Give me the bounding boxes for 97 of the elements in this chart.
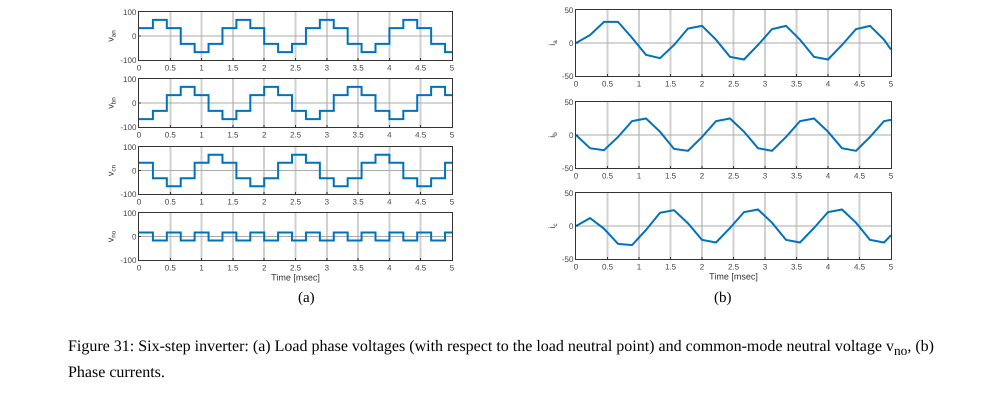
x-tick-label: 3.5 xyxy=(352,198,364,207)
y-tick-label: -100 xyxy=(120,256,137,265)
line-series xyxy=(576,208,891,246)
x-tick-label: 5 xyxy=(888,80,894,89)
y-tick-label: -100 xyxy=(120,190,137,199)
x-tick-label: 0.5 xyxy=(164,64,176,73)
x-tick-label: 1 xyxy=(199,264,204,273)
x-tick-label: 5 xyxy=(888,262,894,272)
y-tick-label: 50 xyxy=(564,188,574,198)
x-tick-label: 5 xyxy=(888,172,894,181)
x-tick-label: 2 xyxy=(700,172,705,181)
x-tick-label: 2.5 xyxy=(728,262,740,272)
x-tick-label: 1.5 xyxy=(664,172,677,181)
text: Figure 31: Six-step inverter: (a) Load phase voltages (with respect to the load neutral point) and common-mode neutral voltage v$_{no}$, (b) Phase currents. xyxy=(68,338,934,382)
x-tick-label: 1 xyxy=(636,80,642,89)
x-tick-label: 4 xyxy=(387,130,392,140)
y-tick-label: -100 xyxy=(120,56,137,65)
x-tick-label: 2 xyxy=(700,80,705,89)
x-tick-label: 5 xyxy=(450,198,455,207)
x-tick-label: 1 xyxy=(636,172,642,181)
x-tick-label: 5 xyxy=(450,130,455,140)
x-tick-label: 2 xyxy=(262,64,267,73)
y-tick-label: -50 xyxy=(562,72,574,81)
x-tick-label: 5 xyxy=(450,264,455,273)
x-tick-label: 4.5 xyxy=(415,264,427,273)
y-tick-label: -50 xyxy=(562,254,574,264)
x-tick-label: 2 xyxy=(700,262,705,272)
y-tick-label: 0 xyxy=(568,222,574,231)
x-tick-label: 0.5 xyxy=(164,130,176,140)
x-tick-label: 4 xyxy=(826,80,831,89)
x-tick-label: 0.5 xyxy=(164,264,176,273)
x-tick-label: 3 xyxy=(324,264,330,273)
x-tick-label: 3.5 xyxy=(352,64,364,73)
x-tick-label: 2.5 xyxy=(728,80,740,89)
x-tick-label: 4 xyxy=(826,172,831,181)
x-axis-title: Time [msec] xyxy=(271,272,320,283)
x-tick-label: 4.5 xyxy=(415,64,427,73)
x-tick-label: 1.5 xyxy=(664,262,677,272)
x-tick-label: 3.5 xyxy=(352,130,364,140)
x-tick-label: 4 xyxy=(387,264,392,273)
x-tick-label: 1 xyxy=(199,64,204,73)
x-tick-label: 3 xyxy=(324,130,330,140)
y-tick-label: 0 xyxy=(568,38,574,48)
y-tick-label: 0 xyxy=(132,98,137,108)
x-tick-label: 2.5 xyxy=(290,130,302,140)
x-tick-label: 0.5 xyxy=(602,172,614,181)
y-tick-label: 50 xyxy=(564,98,574,107)
x-tick-label: 1.5 xyxy=(227,264,240,273)
x-tick-label: 3 xyxy=(762,172,768,181)
x-tick-label: 3 xyxy=(324,198,330,207)
y-tick-label: 100 xyxy=(123,208,137,218)
x-tick-label: 4 xyxy=(387,64,392,73)
x-tick-label: 2.5 xyxy=(728,172,740,181)
y-tick-label: 100 xyxy=(123,142,137,152)
x-tick-label: 1.5 xyxy=(227,130,240,140)
x-tick-label: 4.5 xyxy=(415,130,427,140)
y-tick-label: 50 xyxy=(564,6,574,15)
x-tick-label: 1.5 xyxy=(227,198,240,207)
x-tick-label: 5 xyxy=(450,64,455,73)
x-tick-label: 1 xyxy=(636,262,642,272)
x-tick-label: 2.5 xyxy=(290,264,302,273)
x-tick-label: 2.5 xyxy=(290,198,302,207)
line-series xyxy=(576,20,891,60)
x-tick-label: 2 xyxy=(262,264,267,273)
y-tick-label: 100 xyxy=(123,74,137,84)
x-tick-label: 1.5 xyxy=(227,64,240,73)
x-tick-label: 1 xyxy=(199,130,204,140)
x-tick-label: 0.5 xyxy=(602,80,614,89)
y-tick-label: -100 xyxy=(120,122,137,132)
x-tick-label: 2 xyxy=(262,198,267,207)
x-tick-label: 1 xyxy=(199,198,204,207)
x-tick-label: 4.5 xyxy=(415,198,427,207)
x-tick-label: 4 xyxy=(826,262,831,272)
x-tick-label: 3 xyxy=(762,80,768,89)
x-tick-label: 3 xyxy=(324,64,330,73)
x-tick-label: 3 xyxy=(762,262,768,272)
x-tick-label: 1.5 xyxy=(664,80,677,89)
x-tick-label: 0.5 xyxy=(602,262,614,272)
x-tick-label: 4.5 xyxy=(854,172,866,181)
text: (b) xyxy=(714,290,732,306)
x-tick-label: 0.5 xyxy=(164,198,176,207)
x-tick-label: 2 xyxy=(262,130,267,140)
x-tick-label: 2.5 xyxy=(290,64,302,73)
x-tick-label: 3.5 xyxy=(352,264,364,273)
y-tick-label: 0 xyxy=(132,32,137,41)
x-tick-label: 3.5 xyxy=(790,172,803,181)
y-tick-label: 0 xyxy=(132,232,137,242)
x-tick-label: 4.5 xyxy=(854,80,866,89)
x-tick-label: 4.5 xyxy=(854,262,866,272)
y-tick-label: 100 xyxy=(123,8,137,17)
x-axis-title: Time [msec] xyxy=(709,272,758,282)
text: (a) xyxy=(298,290,315,306)
y-tick-label: -50 xyxy=(562,164,574,173)
x-tick-label: 3.5 xyxy=(790,80,803,89)
x-tick-label: 4 xyxy=(387,198,392,207)
line-series xyxy=(576,118,891,152)
x-tick-label: 3.5 xyxy=(790,262,803,272)
